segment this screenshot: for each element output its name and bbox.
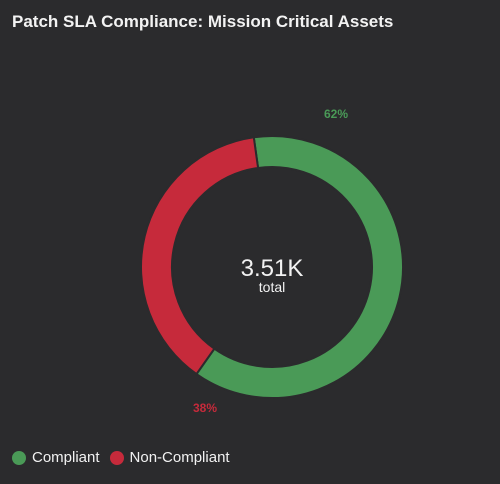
- legend-label-non-compliant: Non-Compliant: [129, 449, 230, 466]
- legend-item-non-compliant[interactable]: Non-Compliant: [109, 449, 230, 466]
- donut-slices: [140, 135, 404, 399]
- legend-swatch-compliant: [12, 450, 26, 465]
- legend-swatch-non-compliant: [109, 450, 124, 465]
- chart-legend: Compliant Non-Compliant: [12, 449, 230, 466]
- slice-label-non-compliant: 38%: [193, 401, 217, 415]
- legend-label-compliant: Compliant: [32, 449, 100, 466]
- donut-slice-non-compliant[interactable]: [140, 136, 260, 376]
- center-total-label: total: [259, 279, 285, 295]
- slice-label-compliant: 62%: [324, 107, 348, 121]
- chart-title: Patch SLA Compliance: Mission Critical A…: [12, 12, 394, 31]
- center-total-value: 3.51K: [241, 255, 304, 282]
- legend-item-compliant[interactable]: Compliant: [12, 449, 100, 466]
- slice-labels: 62% 38%: [193, 107, 348, 415]
- donut-slice-compliant[interactable]: [195, 135, 404, 399]
